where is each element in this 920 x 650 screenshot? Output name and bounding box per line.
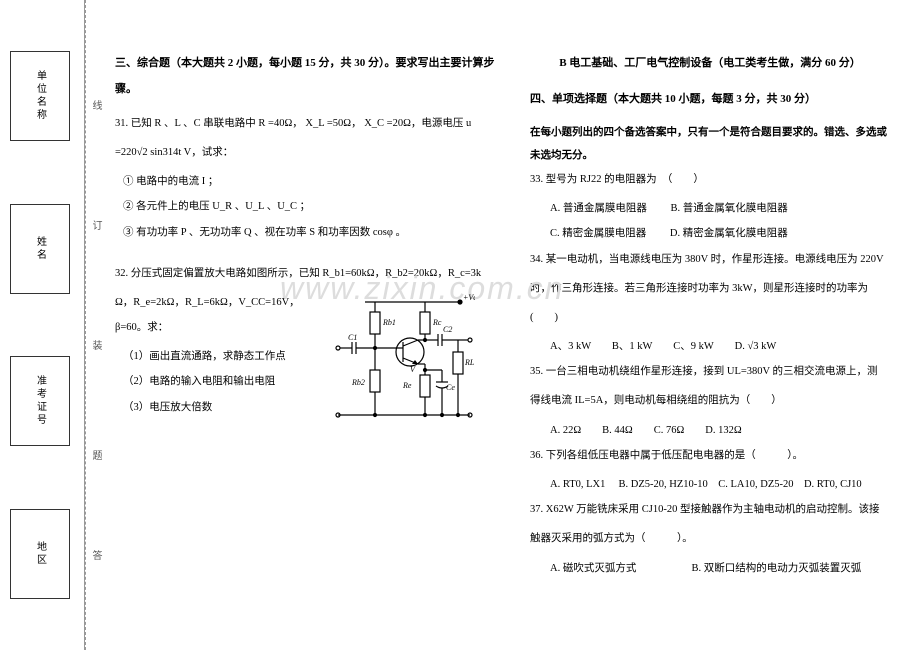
svg-text:V: V xyxy=(410,365,416,374)
q34-l1: 34. 某一电动机，当电源线电压为 380V 时，作星形连接。电源线电压为 22… xyxy=(530,247,890,272)
dash-label-1: 线 xyxy=(88,100,103,110)
q33-b: B. 普通金属氧化膜电阻器 xyxy=(670,203,787,214)
q31-sub2: ② 各元件上的电压 U_R 、U_L 、U_C ； xyxy=(115,194,495,219)
svg-text:Re: Re xyxy=(402,381,412,390)
exam-sidebar: 单位名称 姓名 准考证号 地区 xyxy=(0,0,85,650)
side-box-id: 准考证号 xyxy=(10,356,70,446)
q35-l1: 35. 一台三相电动机绕组作星形连接，接到 UL=380V 的三相交流电源上，测 xyxy=(530,359,890,384)
q32-line2: Ω，R_e=2kΩ，R_L=6kΩ，V_CC=16V，β=60。求： xyxy=(115,290,324,340)
dash-label-3: 装 xyxy=(88,340,103,350)
side-box-unit: 单位名称 xyxy=(10,51,70,141)
q33-opts-row1: A. 普通金属膜电阻器 B. 普通金属氧化膜电阻器 xyxy=(530,196,890,221)
q37-a: A. 磁吹式灭弧方式 xyxy=(550,563,636,574)
svg-text:Rb1: Rb1 xyxy=(382,318,396,327)
q33-opts-row2: C. 精密金属膜电阻器 D. 精密金属氧化膜电阻器 xyxy=(530,221,890,246)
q37-l2: 触器灭采用的弧方式为（ ）。 xyxy=(530,526,890,551)
svg-text:C1: C1 xyxy=(348,333,357,342)
q33-d: D. 精密金属氧化膜电阻器 xyxy=(670,228,788,239)
svg-text:C2: C2 xyxy=(443,325,452,334)
q36-l1: 36. 下列各组低压电器中属于低压配电电器的是（ ）。 xyxy=(530,443,890,468)
q32-sub3: （3）电压放大倍数 xyxy=(115,395,324,420)
q33-a: A. 普通金属膜电阻器 xyxy=(550,203,647,214)
svg-text:+Vcc: +Vcc xyxy=(463,293,475,302)
q33-c: C. 精密金属膜电阻器 xyxy=(550,228,646,239)
q31-line2: =220√2 sin314t V，试求： xyxy=(115,140,495,165)
q35-l2: 得线电流 IL=5A，则电动机每相绕组的阻抗为（ ） xyxy=(530,388,890,413)
partB-title: B 电工基础、工厂电气控制设备（电工类考生做，满分 60 分） xyxy=(530,50,890,76)
left-column: 三、综合题（本大题共 2 小题，每小题 15 分，共 30 分）。要求写出主要计… xyxy=(115,50,510,630)
q34-l3: ( ) xyxy=(530,305,890,330)
section4-title: 四、单项选择题（本大题共 10 小题，每题 3 分，共 30 分） xyxy=(530,86,890,112)
right-column: B 电工基础、工厂电气控制设备（电工类考生做，满分 60 分） 四、单项选择题（… xyxy=(510,50,905,630)
q32-line1: 32. 分压式固定偏置放大电路如图所示，已知 R_b1=60kΩ，R_b2=20… xyxy=(115,261,495,286)
q32-sub1: （1）画出直流通路，求静态工作点 xyxy=(115,344,324,369)
dash-label-5: 答 xyxy=(88,550,103,560)
q37-opts: A. 磁吹式灭弧方式 B. 双断口结构的电动力灭弧装置灭弧 xyxy=(530,556,890,581)
q31-sub3: ③ 有功功率 P 、无功功率 Q 、视在功率 S 和功率因数 cosφ 。 xyxy=(115,220,495,245)
dash-label-4: 题 xyxy=(88,450,103,460)
dash-label-2: 订 xyxy=(88,220,103,230)
q37-b: B. 双断口结构的电动力灭弧装置灭弧 xyxy=(691,563,861,574)
circuit-diagram: +Vcc Rb1 Rc xyxy=(330,290,475,430)
q35-opts: A. 22Ω B. 44Ω C. 76Ω D. 132Ω xyxy=(530,418,890,443)
section4-note: 在每小题列出的四个备选答案中，只有一个是符合题目要求的。错选、多选或未选均无分。 xyxy=(530,121,890,167)
q34-opts: A、3 kW B、1 kW C、9 kW D. √3 kW xyxy=(530,334,890,359)
q32-wrap: Ω，R_e=2kΩ，R_L=6kΩ，V_CC=16V，β=60。求： （1）画出… xyxy=(115,290,495,420)
q32-sub2: （2）电路的输入电阻和输出电阻 xyxy=(115,369,324,394)
svg-text:Rc: Rc xyxy=(432,318,442,327)
svg-text:Ce: Ce xyxy=(446,383,455,392)
q36-opts: A. RT0, LX1 B. DZ5-20, HZ10-10 C. LA10, … xyxy=(530,472,890,497)
section3-title: 三、综合题（本大题共 2 小题，每小题 15 分，共 30 分）。要求写出主要计… xyxy=(115,50,495,103)
side-box-name: 姓名 xyxy=(10,204,70,294)
q31-sub1: ① 电路中的电流 I ； xyxy=(115,169,495,194)
main-content: 三、综合题（本大题共 2 小题，每小题 15 分，共 30 分）。要求写出主要计… xyxy=(85,0,920,650)
svg-text:Rb2: Rb2 xyxy=(351,378,365,387)
side-box-region: 地区 xyxy=(10,509,70,599)
q37-l1: 37. X62W 万能铣床采用 CJ10-20 型接触器作为主轴电动机的启动控制… xyxy=(530,497,890,522)
svg-text:RL: RL xyxy=(464,358,475,367)
q33: 33. 型号为 RJ22 的电阻器为 （ ） xyxy=(530,167,890,192)
q31-line1: 31. 已知 R 、L 、C 串联电路中 R =40Ω， X_L =50Ω， X… xyxy=(115,111,495,136)
q34-l2: 时，作三角形连接。若三角形连接时功率为 3kW，则星形连接时的功率为 xyxy=(530,276,890,301)
